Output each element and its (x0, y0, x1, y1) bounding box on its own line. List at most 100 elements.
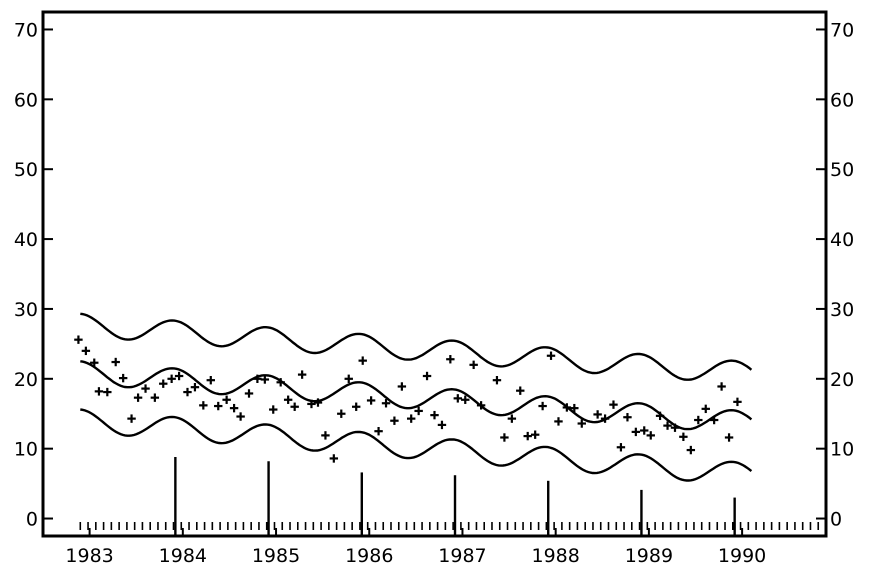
y-tick-label-left: 30 (14, 299, 38, 321)
data-point (290, 402, 299, 411)
y-tick-label-left: 40 (14, 229, 38, 251)
monthly-minor-ticks (79, 522, 820, 530)
data-point (679, 432, 688, 441)
data-point (329, 454, 339, 463)
data-point (276, 378, 285, 387)
data-point (694, 415, 703, 425)
data-point (609, 400, 618, 409)
data-point (686, 445, 696, 455)
x-tick-label: 1985 (252, 545, 300, 567)
data-point (253, 374, 262, 383)
y-tick-label-right: 40 (830, 229, 854, 251)
data-point (167, 374, 176, 383)
data-point (538, 401, 547, 411)
y-axis-right-tick-labels: 0 10 20 30 40 50 60 70 (830, 19, 854, 530)
data-point (321, 431, 330, 440)
data-point (593, 410, 602, 419)
data-point (562, 403, 572, 412)
annual-spikes (174, 457, 736, 536)
data-point (337, 409, 346, 418)
data-point (141, 384, 150, 393)
data-point (492, 375, 502, 385)
data-point (244, 389, 254, 398)
data-point (709, 415, 719, 425)
x-tick-label: 1988 (531, 545, 579, 567)
data-point (118, 373, 128, 383)
x-tick-label: 1984 (159, 545, 207, 567)
data-point (222, 395, 231, 404)
y-tick-label-right: 50 (830, 159, 854, 181)
data-point (307, 399, 316, 409)
x-tick-label: 1983 (65, 545, 113, 567)
data-point (554, 417, 563, 426)
data-point (616, 443, 626, 452)
data-point (374, 427, 383, 436)
data-point (94, 387, 104, 396)
data-point (236, 412, 245, 421)
data-point (655, 411, 665, 421)
data-point (646, 431, 655, 440)
data-point (476, 401, 486, 410)
data-point (81, 346, 91, 356)
y-tick-label-left: 20 (14, 369, 38, 391)
data-point (214, 401, 223, 411)
data-point (724, 433, 734, 442)
y-tick-label-left: 70 (14, 19, 38, 41)
data-point (577, 419, 586, 428)
data-point (507, 414, 517, 423)
data-point (390, 416, 399, 425)
data-point (437, 420, 447, 430)
data-point (500, 433, 509, 442)
data-point (397, 382, 407, 391)
data-point (670, 423, 680, 432)
data-point (406, 414, 416, 423)
data-point (530, 430, 540, 439)
data-point (461, 395, 470, 404)
data-point (600, 414, 610, 423)
trend-curves (80, 312, 753, 482)
data-point (516, 386, 525, 395)
data-point (127, 414, 136, 423)
observation-points (74, 335, 742, 463)
data-point (199, 401, 208, 410)
data-point (358, 356, 367, 365)
axis-ticks (43, 28, 826, 536)
y-tick-label-left: 50 (14, 159, 38, 181)
data-point (469, 360, 478, 370)
data-point (150, 393, 160, 402)
y-tick-label-left: 10 (14, 439, 38, 461)
data-point (546, 351, 556, 360)
data-point (269, 405, 278, 414)
data-point (133, 393, 143, 402)
data-point (453, 394, 463, 403)
upper-curve (80, 312, 753, 381)
data-point (733, 397, 742, 407)
y-tick-label-right: 0 (830, 509, 842, 531)
data-point (206, 375, 215, 385)
y-tick-label-right: 70 (830, 19, 854, 41)
data-point (663, 421, 672, 430)
y-axis-left-tick-labels: 0 10 20 30 40 50 60 70 (14, 19, 38, 530)
data-point (103, 387, 112, 397)
x-tick-label: 1989 (625, 545, 673, 567)
data-point (701, 404, 710, 414)
lower-curve (80, 408, 753, 482)
y-tick-label-right: 10 (830, 439, 854, 461)
data-point (229, 403, 239, 413)
data-point (190, 382, 200, 392)
data-point (414, 406, 423, 416)
data-point (313, 398, 323, 407)
x-tick-label: 1987 (438, 545, 486, 567)
data-point (381, 399, 391, 408)
x-tick-label: 1990 (718, 545, 766, 567)
y-tick-label-right: 30 (830, 299, 854, 321)
data-point (570, 403, 579, 413)
data-point (422, 371, 432, 381)
data-point (90, 358, 99, 367)
data-point (174, 371, 184, 381)
data-point (717, 382, 726, 391)
plot-frame (41, 10, 828, 538)
data-point (523, 431, 532, 441)
y-tick-label-left: 60 (14, 89, 38, 111)
